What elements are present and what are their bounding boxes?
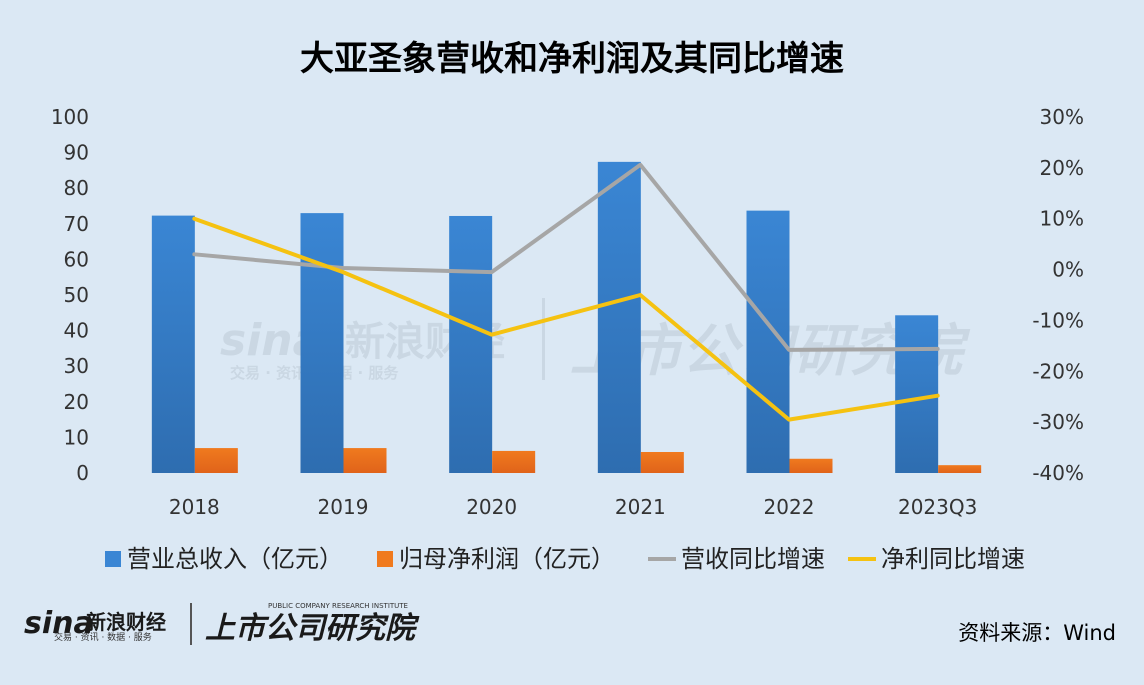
y-left-tick-label: 70 [64, 212, 89, 236]
logo-divider [190, 603, 192, 645]
y-left-tick-label: 60 [64, 247, 89, 271]
y-right-tick-label: 30% [1040, 105, 1084, 129]
y-right-tick-label: 10% [1040, 207, 1084, 231]
x-tick-label: 2021 [615, 495, 666, 519]
y-right-tick-label: -10% [1032, 308, 1084, 332]
chart-svg: 大亚圣象营收和净利润及其同比增速 sina 新浪财经 交易 · 资讯 · 数据 … [0, 0, 1144, 681]
institute-logo: 上市公司研究院 [205, 611, 420, 646]
x-axis: 2018 2019 2020 2021 2022 2023Q3 [169, 495, 977, 519]
chart-title: 大亚圣象营收和净利润及其同比增速 [300, 39, 844, 79]
legend-swatch-revenue [105, 551, 121, 567]
legend-label-profit-growth: 净利同比增速 [881, 545, 1025, 573]
sina-logo-sub: 交易 · 资讯 · 数据 · 服务 [54, 631, 152, 643]
legend-label-net-profit: 归母净利润（亿元） [399, 545, 615, 573]
x-tick-label: 2019 [318, 495, 369, 519]
y-left-tick-label: 50 [64, 283, 89, 307]
x-tick-label: 2022 [764, 495, 815, 519]
y-left-tick-label: 30 [64, 354, 89, 378]
y-left-tick-label: 0 [76, 461, 89, 485]
bar-net-profit [492, 451, 535, 473]
y-left-tick-label: 20 [64, 390, 89, 414]
legend: 营业总收入（亿元） 归母净利润（亿元） 营收同比增速 净利同比增速 [105, 545, 1025, 573]
chart-container: 大亚圣象营收和净利润及其同比增速 sina 新浪财经 交易 · 资讯 · 数据 … [0, 0, 1144, 681]
legend-label-revenue-growth: 营收同比增速 [681, 545, 825, 573]
x-tick-label: 2023Q3 [898, 495, 977, 519]
footer-logo: sina 新浪财经 交易 · 资讯 · 数据 · 服务 PUBLIC COMPA… [24, 602, 420, 646]
y-right-tick-label: -20% [1032, 359, 1084, 383]
y-right-tick-label: -30% [1032, 410, 1084, 434]
bar-revenue [449, 216, 492, 473]
y-left-tick-label: 80 [64, 176, 89, 200]
bar-net-profit [195, 448, 238, 473]
y-left-tick-label: 90 [64, 141, 89, 165]
legend-label-revenue: 营业总收入（亿元） [127, 545, 343, 573]
sina-logo-cn: 新浪财经 [86, 610, 166, 634]
legend-swatch-net-profit [377, 551, 393, 567]
bar-revenue [152, 216, 195, 473]
y-left-tick-label: 10 [64, 425, 89, 449]
y-right-tick-label: -40% [1032, 461, 1084, 485]
institute-logo-en: PUBLIC COMPANY RESEARCH INSTITUTE [268, 602, 408, 610]
bar-net-profit [938, 465, 981, 473]
bar-revenue [301, 213, 344, 473]
y-right-tick-label: 0% [1052, 258, 1084, 282]
y-right-tick-label: 20% [1040, 156, 1084, 180]
y-left-tick-label: 100 [51, 105, 89, 129]
bar-net-profit [344, 448, 387, 473]
y-axis-right: 30% 20% 10% 0% -10% -20% -30% -40% [1032, 105, 1084, 485]
watermark-divider [542, 298, 545, 380]
source-note: 资料来源：Wind [958, 621, 1116, 645]
y-left-tick-label: 40 [64, 319, 89, 343]
x-tick-label: 2018 [169, 495, 220, 519]
bar-revenue [598, 162, 641, 473]
x-tick-label: 2020 [466, 495, 517, 519]
bar-net-profit [641, 452, 684, 473]
bar-net-profit [790, 459, 833, 473]
bar-revenue [895, 315, 938, 473]
